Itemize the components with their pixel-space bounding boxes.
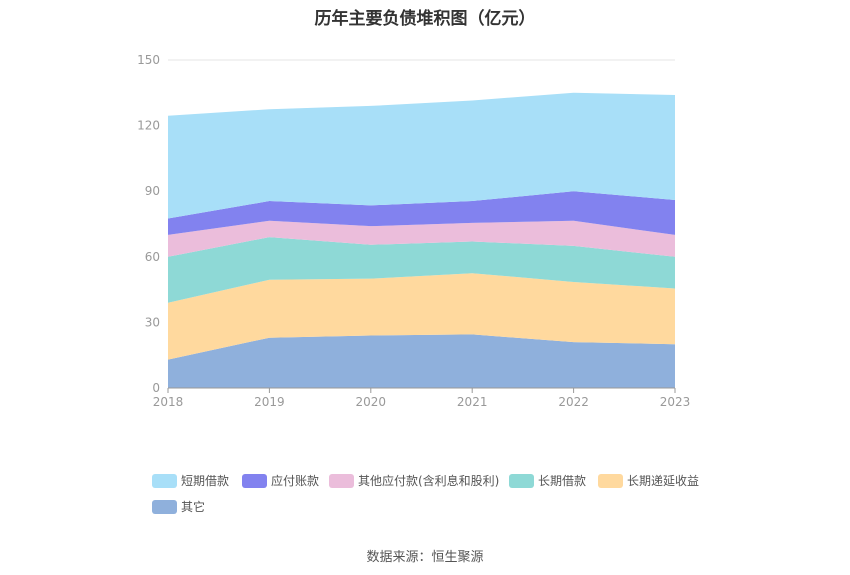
legend-swatch bbox=[598, 473, 623, 488]
area-series-1 bbox=[168, 273, 675, 360]
axes: 0 30 60 90 120 150 2018 2019 2020 2021 2022 2023 bbox=[137, 53, 690, 409]
y-tick-label: 30 bbox=[145, 315, 160, 329]
x-tick-label: 2020 bbox=[356, 395, 387, 409]
area-series-4 bbox=[168, 191, 675, 235]
legend-item[interactable]: 长期借款 bbox=[509, 472, 586, 489]
x-tick-label: 2018 bbox=[153, 395, 184, 409]
x-tick-label: 2022 bbox=[558, 395, 589, 409]
y-tick-label: 90 bbox=[145, 184, 160, 198]
legend-label: 其它 bbox=[181, 500, 206, 514]
legend-label: 其他应付款(含利息和股利) bbox=[358, 474, 500, 488]
area-series-3 bbox=[168, 220, 675, 257]
legend-swatch bbox=[152, 499, 177, 514]
area-series bbox=[168, 92, 675, 388]
chart-title: 历年主要负债堆积图（亿元） bbox=[314, 9, 536, 29]
x-tick-label: 2021 bbox=[457, 395, 488, 409]
legend-swatch bbox=[509, 473, 534, 488]
stacked-area-chart: 0 30 60 90 120 150 2018 2019 2020 2021 2022 2023 bbox=[137, 53, 690, 409]
legend-item[interactable]: 应付账款 bbox=[242, 472, 319, 489]
source-note: 数据来源：恒生聚源 bbox=[366, 550, 484, 565]
legend-swatch bbox=[242, 473, 267, 488]
y-tick-label: 150 bbox=[137, 53, 160, 67]
area-series-5 bbox=[168, 92, 675, 219]
legend-swatch bbox=[329, 473, 354, 488]
y-tick-label: 0 bbox=[152, 381, 160, 395]
legend-item[interactable]: 其他应付款(含利息和股利) bbox=[329, 472, 499, 489]
y-tick-label: 60 bbox=[145, 250, 160, 264]
legend-label: 长期借款 bbox=[538, 474, 587, 488]
legend-label: 应付账款 bbox=[271, 474, 320, 488]
legend-item[interactable]: 长期递延收益 bbox=[598, 472, 699, 489]
legend-label: 长期递延收益 bbox=[627, 474, 700, 488]
area-series-0 bbox=[168, 334, 675, 388]
area-series-2 bbox=[168, 237, 675, 303]
legend-item[interactable]: 其它 bbox=[152, 498, 205, 515]
x-tick-label: 2023 bbox=[660, 395, 691, 409]
y-tick-label: 120 bbox=[137, 119, 160, 133]
legend-label: 短期借款 bbox=[181, 474, 230, 488]
x-tick-label: 2019 bbox=[254, 395, 285, 409]
legend-item[interactable]: 短期借款 bbox=[152, 472, 229, 489]
legend-swatch bbox=[152, 473, 177, 488]
